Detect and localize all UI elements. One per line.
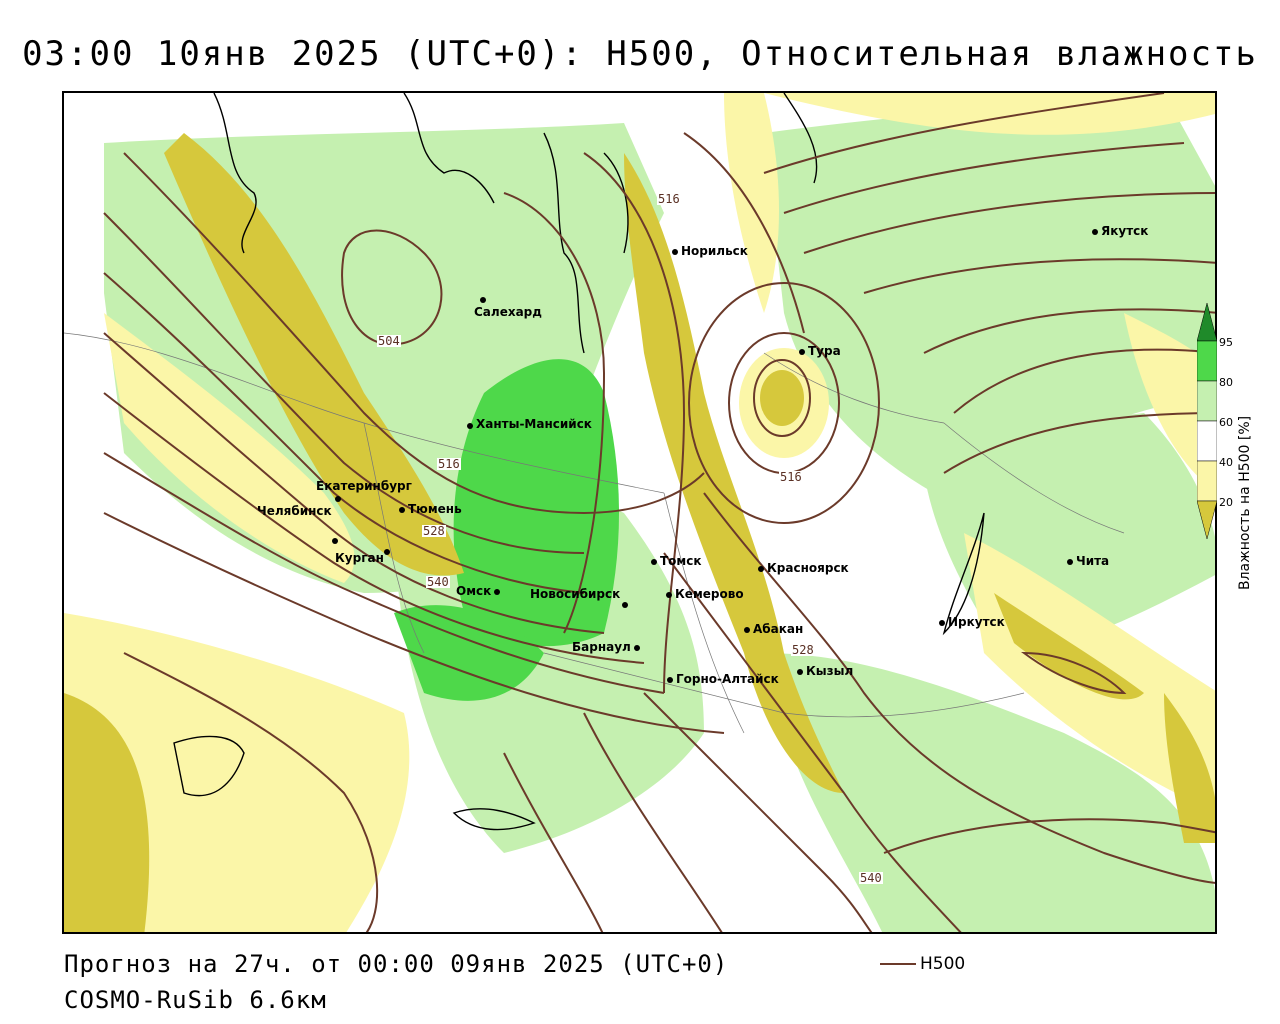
humidity-field (64, 93, 1215, 932)
contour-label: 528 (422, 524, 446, 538)
legend-level-20: 20 (1219, 496, 1233, 509)
city-abakan: Абакан (744, 623, 803, 635)
city-khanty-mansiysk (467, 419, 476, 431)
legend-level-40: 40 (1219, 456, 1233, 469)
city-chelyabinsk-dot (332, 534, 341, 546)
legend-colorbar (1197, 303, 1217, 540)
map-title: 03:00 10янв 2025 (UTC+0): H500, Относите… (22, 34, 1258, 74)
city-chita: Чита (1067, 555, 1109, 567)
city-gorno-altaysk: Горно-Алтайск (667, 673, 779, 685)
city-novosibirsk-dot (622, 598, 631, 610)
h500-contours (103, 93, 1215, 932)
city-kurgan: Курган (335, 551, 384, 565)
city-krasnoyarsk: Красноярск (758, 562, 849, 574)
contour-label: 504 (377, 334, 401, 348)
contour-label: 516 (779, 470, 803, 484)
model-name: COSMO-RuSib 6.6км (64, 986, 327, 1014)
city-kyzyl: Кызыл (797, 665, 853, 677)
legend-level-60: 60 (1219, 416, 1233, 429)
city-tomsk: Томск (651, 555, 702, 567)
humidity-legend: 95 80 60 40 20 (1197, 303, 1277, 553)
city-chelyabinsk: Челябинск (257, 504, 332, 518)
city-tura: Тура (799, 345, 841, 357)
region-borders (64, 332, 1125, 734)
forecast-info: Прогноз на 27ч. от 00:00 09янв 2025 (UTC… (64, 950, 729, 978)
contour-label: 516 (657, 192, 681, 206)
city-kurgan-dot (384, 545, 393, 557)
city-yekaterinburg (335, 492, 344, 504)
contour-label: 516 (437, 457, 461, 471)
city-irkutsk: Иркутск (939, 616, 1005, 628)
city-barnaul: Барнаул (572, 641, 643, 653)
city-omsk: Омск (456, 585, 503, 597)
city-salekhard (480, 293, 489, 305)
h500-line-swatch (880, 963, 916, 965)
contour-label: 528 (791, 643, 815, 657)
city-norilsk: Норильск (672, 245, 748, 257)
city-yekaterinburg-label: Екатеринбург (316, 479, 412, 493)
map-canvas (64, 93, 1215, 932)
city-yakutsk: Якутск (1092, 225, 1148, 237)
legend-title: Влажность на H500 [%] (1237, 415, 1253, 590)
city-salekhard-label: Салехард (474, 305, 542, 319)
contour-label: 540 (426, 575, 450, 589)
contour-label: 540 (859, 871, 883, 885)
city-kemerovo: Кемерово (666, 588, 744, 600)
legend-level-95: 95 (1219, 336, 1233, 349)
h500-key: H500 (880, 954, 965, 974)
city-tyumen: Тюмень (399, 503, 462, 515)
map-panel: 516 504 516 528 540 516 528 540 Норильск… (62, 91, 1217, 934)
coastlines (173, 93, 985, 831)
legend-level-80: 80 (1219, 376, 1233, 389)
city-khanty-mansiysk-label: Ханты-Мансийск (476, 417, 592, 431)
city-novosibirsk: Новосибирск (530, 587, 621, 601)
